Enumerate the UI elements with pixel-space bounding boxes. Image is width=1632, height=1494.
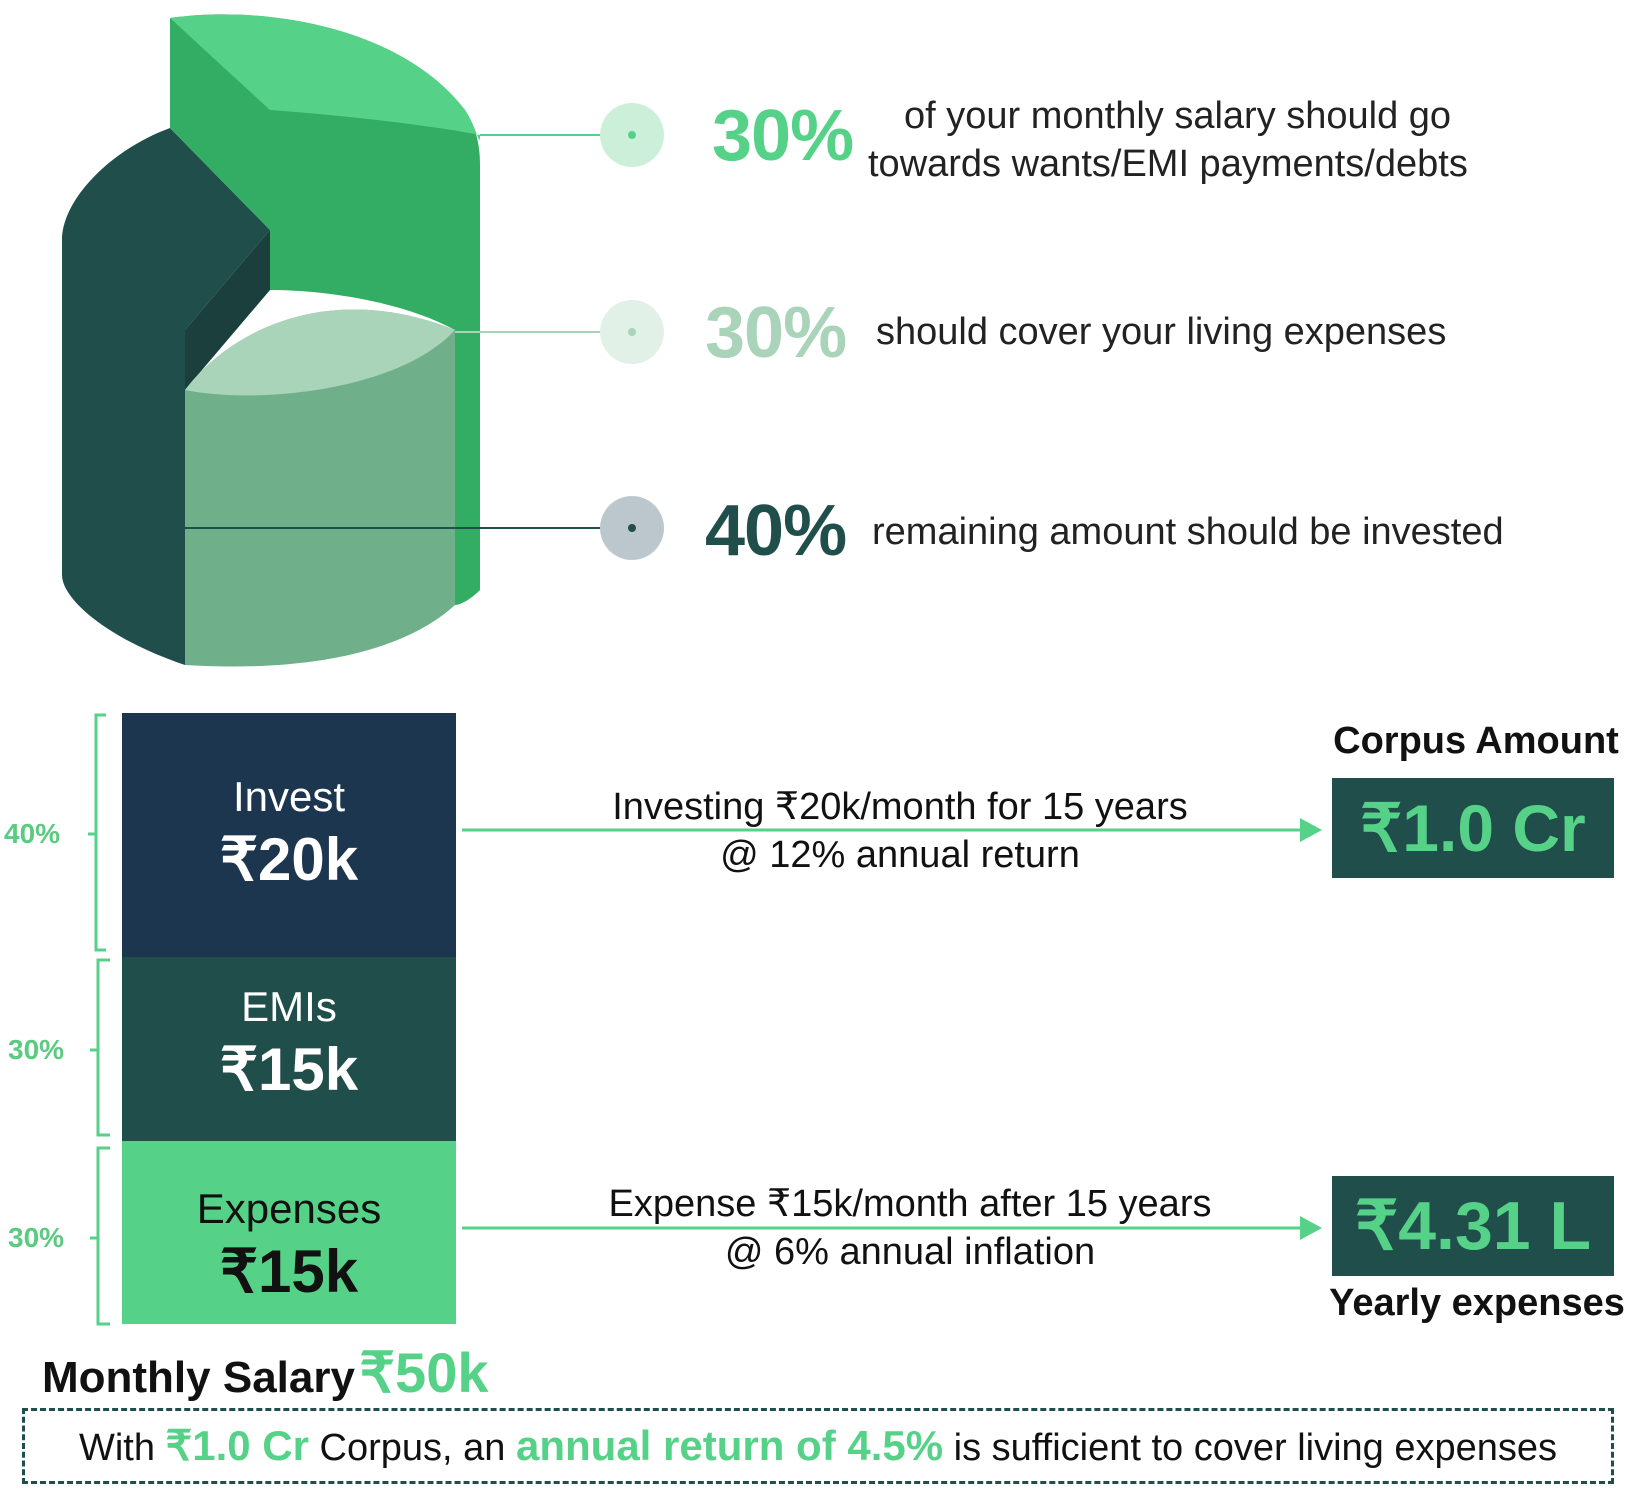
monthly-salary: Monthly Salary ₹50k	[42, 1340, 488, 1406]
invest-flow-line1: Investing ₹20k/month for 15 years	[612, 786, 1188, 828]
bracket-expenses	[90, 1146, 110, 1326]
corpus-value-box: ₹1.0 Cr	[1332, 778, 1614, 878]
bracket-pct-emis: 30%	[8, 1034, 65, 1065]
expense-flow-text: Expense ₹15k/month after 15 years @ 6% a…	[540, 1180, 1280, 1276]
split-text-living: should cover your living expenses	[876, 311, 1447, 353]
split-text-wants: of your monthly salary should go towards…	[868, 92, 1568, 188]
block-invest-amount: ₹20k	[219, 826, 359, 893]
split-text-invest: remaining amount should be invested	[872, 511, 1504, 553]
split-pct-living: 30%	[705, 293, 847, 373]
bracket-emis	[90, 958, 110, 1137]
block-emis: EMIs ₹15k	[122, 957, 456, 1141]
footer-return-rate: annual return of 4.5%	[516, 1422, 944, 1469]
invest-flow-line2: @ 12% annual return	[720, 834, 1080, 876]
footer-part5: is sufficient to cover living expenses	[953, 1427, 1558, 1469]
arrow-invest-head	[1300, 818, 1322, 842]
cylinder-top-face	[170, 14, 480, 141]
split-text-wants-line2: towards wants/EMI payments/debts	[868, 143, 1468, 185]
block-expenses-amount: ₹15k	[219, 1238, 359, 1305]
bracket-pct-expenses: 30%	[8, 1222, 65, 1253]
block-expenses: Expenses ₹15k	[122, 1141, 456, 1324]
invest-flow-text: Investing ₹20k/month for 15 years @ 12% …	[540, 783, 1260, 879]
bracket-pct-invest: 40%	[4, 818, 61, 849]
split-pct-wants: 30%	[712, 96, 854, 176]
cylinder-expenses-segment	[185, 309, 455, 667]
split-pct-invest: 40%	[705, 491, 847, 571]
footer-note-box: With ₹1.0 Cr Corpus, an annual return of…	[22, 1408, 1614, 1484]
corpus-caption: Corpus Amount	[1333, 720, 1619, 762]
split-text-wants-line1: of your monthly salary should go	[904, 95, 1452, 137]
footer-part1: With	[78, 1427, 155, 1469]
block-emis-amount: ₹15k	[219, 1036, 359, 1103]
monthly-salary-label: Monthly Salary	[42, 1353, 355, 1402]
cylinder-invest-segment	[62, 128, 270, 665]
yearly-value-box: ₹4.31 L	[1332, 1176, 1614, 1276]
footer-part3: Corpus, an	[319, 1427, 506, 1469]
cylinder-graphic	[62, 14, 664, 667]
footer-corpus-value: ₹1.0 Cr	[165, 1422, 309, 1469]
block-expenses-label: Expenses	[196, 1185, 382, 1232]
yearly-caption: Yearly expenses	[1329, 1282, 1625, 1324]
expense-flow-line1: Expense ₹15k/month after 15 years	[608, 1183, 1212, 1225]
cylinder-inner-wall	[185, 230, 270, 390]
cylinder-expenses-top	[185, 309, 455, 396]
bracket-invest	[88, 713, 106, 952]
block-invest-label: Invest	[232, 773, 346, 820]
cylinder-wants-segment	[170, 14, 480, 606]
block-emis-label: EMIs	[241, 983, 337, 1030]
monthly-salary-value: ₹50k	[359, 1341, 489, 1404]
arrow-expense-head	[1300, 1216, 1322, 1240]
block-invest: Invest ₹20k	[122, 713, 456, 957]
expense-flow-line2: @ 6% annual inflation	[724, 1231, 1096, 1273]
